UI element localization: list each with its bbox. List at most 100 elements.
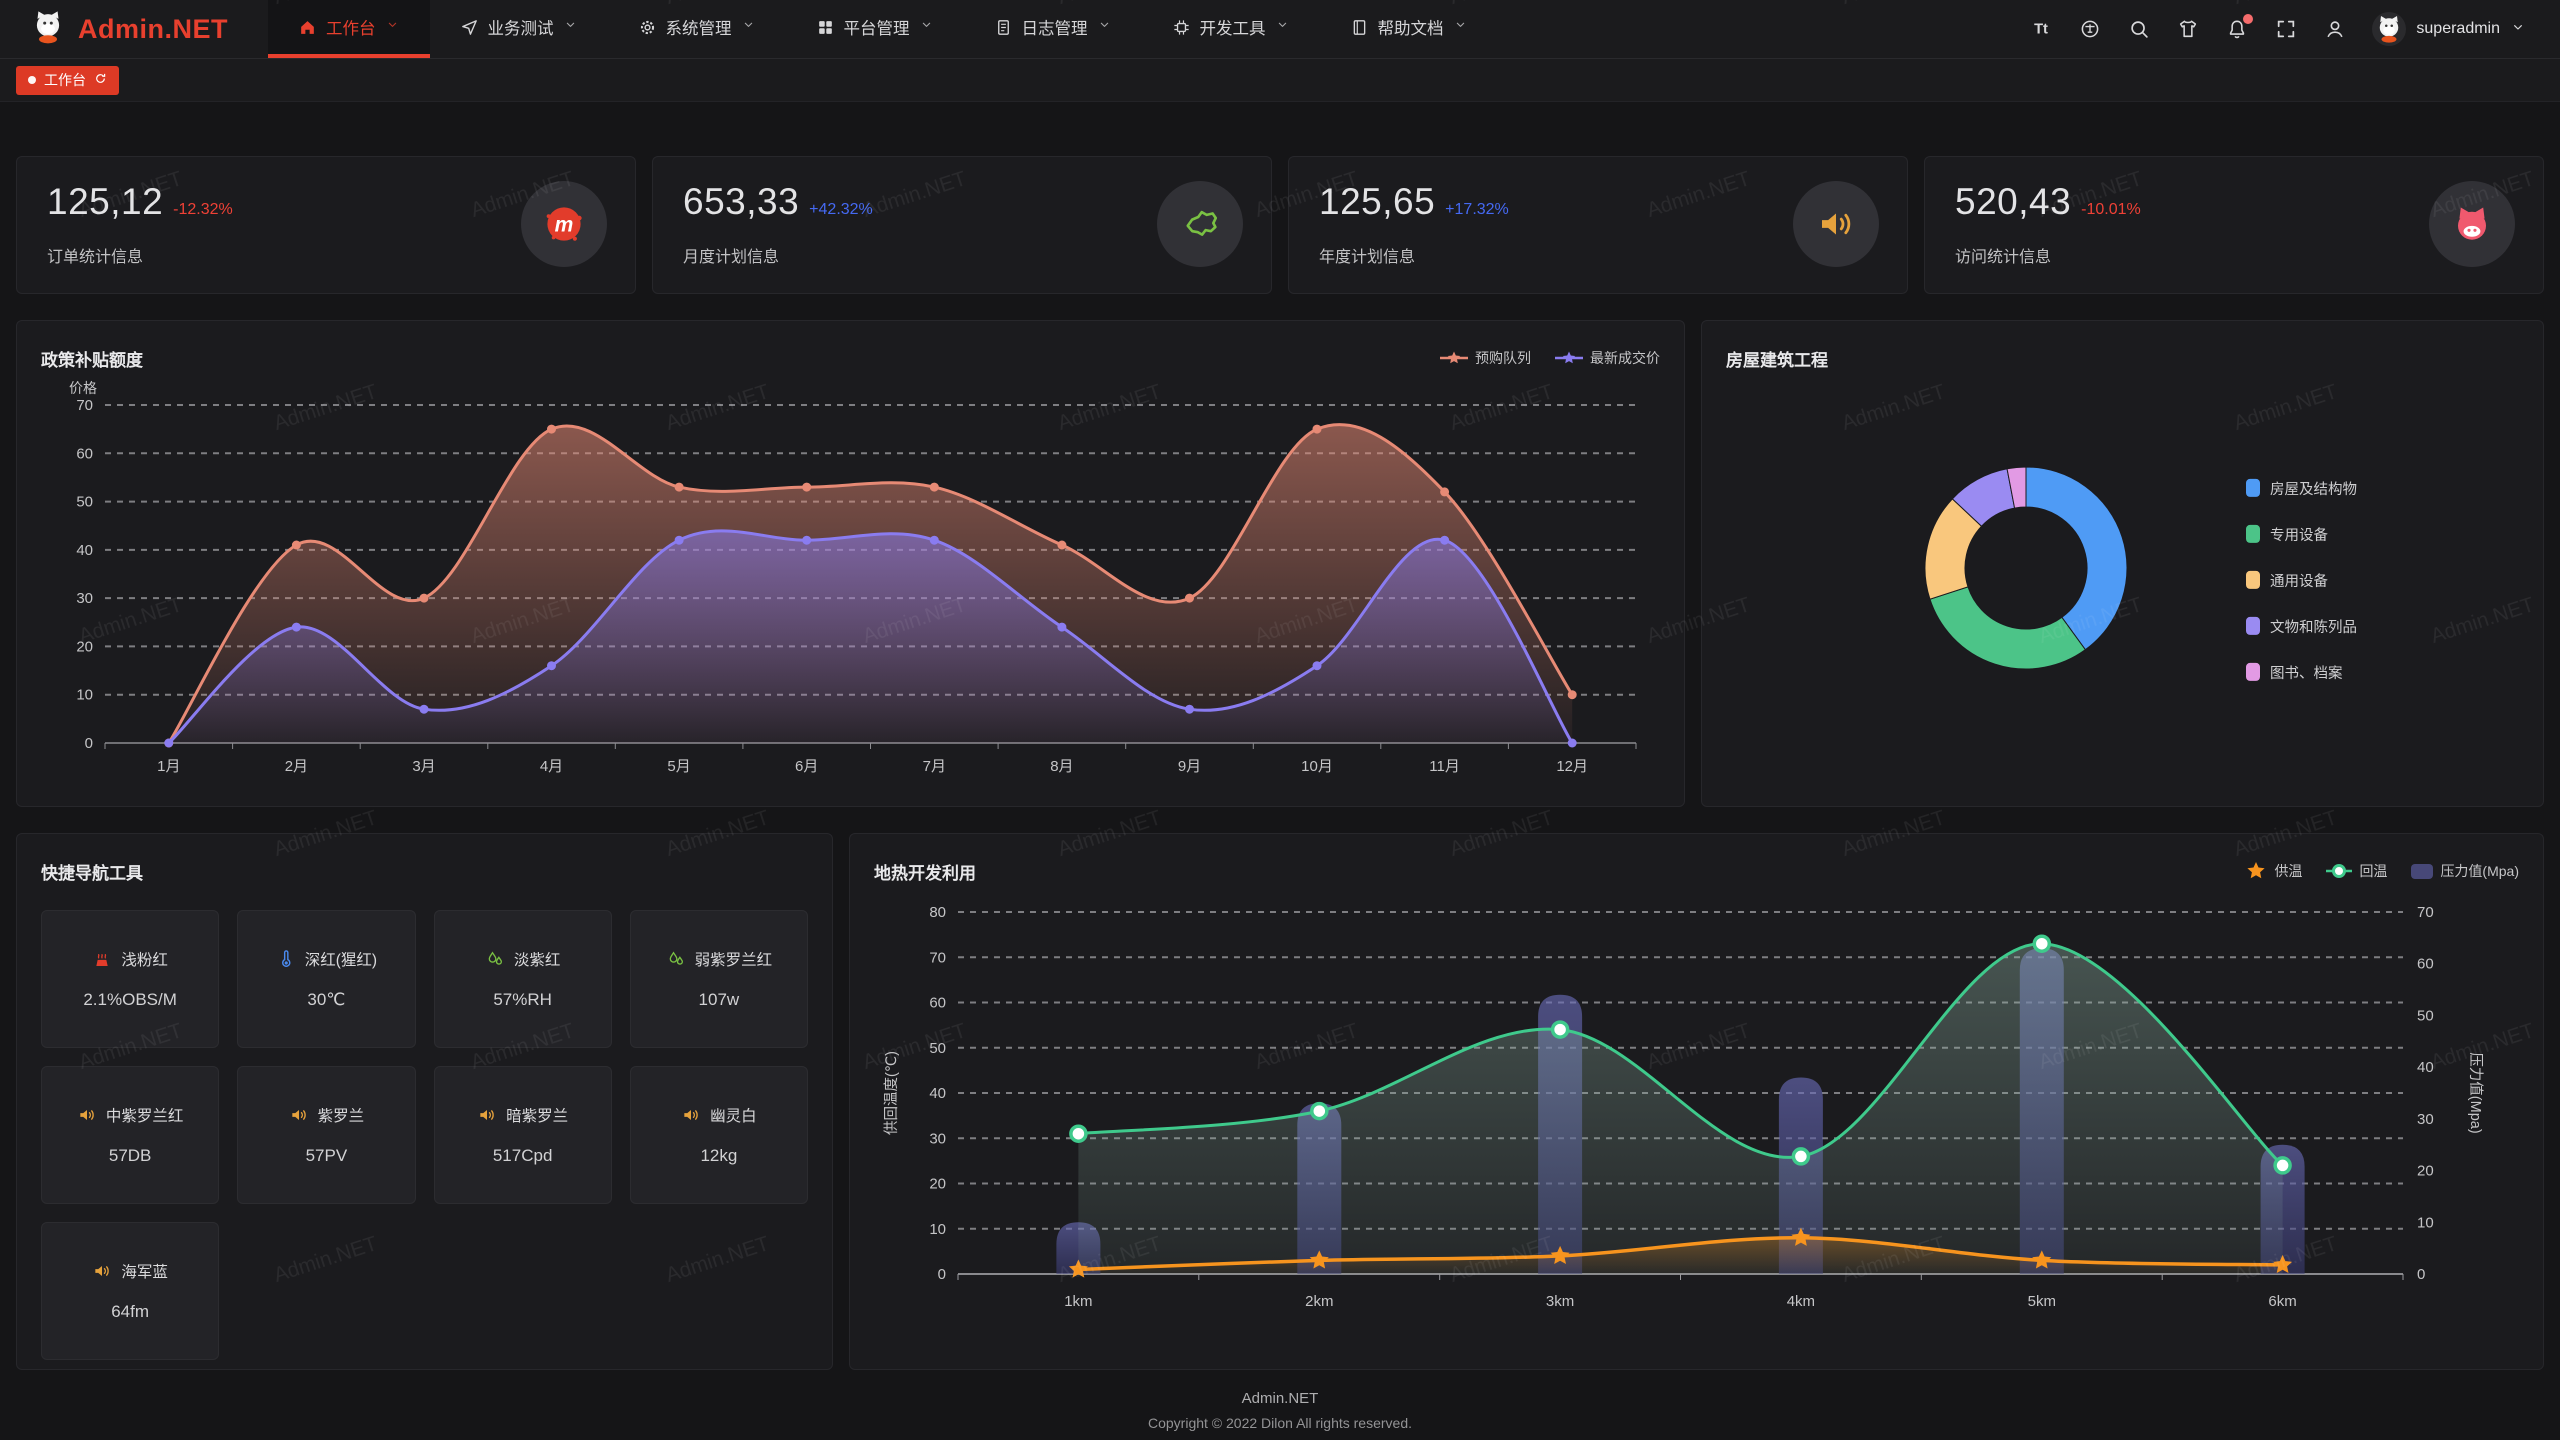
tab-active-dot (28, 76, 36, 84)
quick-nav-card-4[interactable]: 中紫罗兰红 57DB (41, 1066, 220, 1204)
nav-item-label: 工作台 (326, 20, 376, 38)
svg-text:30: 30 (929, 1130, 946, 1147)
svg-text:30: 30 (2417, 1111, 2434, 1128)
legend-label: 预购队列 (1475, 350, 1531, 366)
donut-legend-item-0[interactable]: 房屋及结构物 (2246, 477, 2357, 498)
font-size-icon: Tt (2034, 22, 2048, 38)
nav-item-1[interactable]: 业务测试 (430, 0, 608, 58)
quick-nav-grid: 浅粉红 2.1%OBS/M 深红(猩红) 30℃ 淡紫红 57%RH 弱紫罗兰红 107w 中紫… (41, 910, 808, 1360)
circle-marker-icon (2326, 864, 2353, 878)
bar-marker-icon (2411, 863, 2434, 879)
star-marker-icon (2247, 862, 2266, 879)
nav-item-0[interactable]: 工作台 (268, 0, 430, 58)
quick-nav-card-6[interactable]: 暗紫罗兰 517Cpd (433, 1066, 612, 1204)
quick-card-label: 深红(猩红) (304, 952, 378, 969)
profile-button[interactable] (2324, 18, 2346, 40)
stat-label: 访问统计信息 (1955, 249, 2052, 266)
quick-card-label: 中紫罗兰红 (105, 1108, 184, 1125)
quick-nav-card-7[interactable]: 幽灵白 12kg (629, 1066, 808, 1204)
quick-card-value: 2.1%OBS/M (83, 990, 177, 1009)
quick-card-value: 64fm (111, 1302, 150, 1321)
svg-text:压力值(Mpa): 压力值(Mpa) (2467, 1052, 2484, 1133)
quick-card-value: 12kg (700, 1146, 738, 1165)
font-size-button[interactable]: Tt (2030, 18, 2052, 40)
legend-item-huiwen[interactable]: 回温 (2326, 861, 2387, 881)
user-menu[interactable]: superadmin (2372, 0, 2560, 58)
quick-nav-card-0[interactable]: 浅粉红 2.1%OBS/M (41, 910, 220, 1048)
legend-label: 专用设备 (2270, 527, 2328, 544)
thermometer-icon (281, 950, 291, 967)
search-button[interactable] (2128, 18, 2150, 40)
quick-card-value: 57%RH (493, 990, 552, 1009)
profile-icon (2327, 21, 2344, 38)
quick-nav-card-1[interactable]: 深红(猩红) 30℃ (237, 910, 416, 1048)
chevron-down-icon (563, 17, 578, 37)
svg-text:50: 50 (2417, 1007, 2434, 1024)
stat-value: 653,33 (683, 181, 800, 222)
stat-value: 125,65 (1319, 181, 1436, 222)
donut-legend-item-2[interactable]: 通用设备 (2246, 569, 2357, 590)
donut-legend: 房屋及结构物专用设备通用设备文物和陈列品 图书、档案 (2246, 477, 2357, 682)
theme-button[interactable] (2177, 18, 2199, 40)
theme-icon (2180, 20, 2197, 38)
refresh-icon[interactable] (94, 72, 107, 88)
svg-text:20: 20 (929, 1176, 946, 1193)
home-icon (301, 20, 314, 34)
quick-nav-card-2[interactable]: 淡紫红 57%RH (433, 910, 612, 1048)
svg-text:6月: 6月 (795, 758, 818, 775)
svg-text:0: 0 (85, 735, 93, 752)
panel-title-quick-nav: 快捷导航工具 (41, 863, 143, 883)
svg-text:30: 30 (76, 590, 93, 607)
legend-item-yali[interactable]: 压力值(Mpa) (2411, 861, 2519, 881)
quick-nav-card-3[interactable]: 弱紫罗兰红 107w (629, 910, 808, 1048)
donut-legend-item-3[interactable]: 文物和陈列品 (2246, 615, 2357, 636)
legend-label: 最新成交价 (1590, 350, 1660, 366)
nav-item-3[interactable]: 平台管理 (786, 0, 964, 58)
legend-label: 通用设备 (2270, 573, 2328, 590)
panel-title-policy-subsidy: 政策补贴额度 (41, 350, 143, 370)
notifications-button[interactable] (2226, 14, 2254, 40)
quick-nav-card-5[interactable]: 紫罗兰 57PV (237, 1066, 416, 1204)
refresh-icon (96, 73, 106, 83)
legend-swatch (2246, 570, 2260, 589)
cat-icon (2458, 207, 2486, 240)
page-footer: Admin.NET Copyright © 2022 Dilon All rig… (16, 1386, 2544, 1435)
notification-badge (2243, 14, 2254, 24)
svg-text:60: 60 (929, 995, 946, 1012)
legend-label: 压力值(Mpa) (2440, 863, 2519, 879)
legend-label: 回温 (2359, 863, 2388, 879)
legend-swatch (2246, 524, 2260, 543)
legend-item-gongwen[interactable]: 供温 (2245, 861, 2302, 881)
legend-swatch (2246, 616, 2260, 635)
language-button[interactable] (2079, 18, 2101, 40)
octocat-logo-icon (36, 10, 60, 43)
donut-legend-item-1[interactable]: 专用设备 (2246, 523, 2357, 544)
quick-nav-card-8[interactable]: 海军蓝 64fm (41, 1222, 220, 1360)
svg-text:9月: 9月 (1178, 758, 1201, 775)
nav-item-4[interactable]: 日志管理 (964, 0, 1142, 58)
svg-text:8月: 8月 (1050, 758, 1073, 775)
tab-bar: 工作台 (0, 59, 2560, 102)
legend-item-0[interactable]: 预购队列 (1440, 348, 1531, 368)
speaker-icon (80, 1110, 94, 1120)
fullscreen-button[interactable] (2275, 18, 2297, 40)
nav-item-2[interactable]: 系统管理 (608, 0, 786, 58)
tab-workbench[interactable]: 工作台 (16, 65, 119, 95)
speaker-icon (684, 1110, 698, 1120)
quick-card-label: 淡紫红 (513, 952, 561, 969)
svg-text:4km: 4km (1787, 1293, 1815, 1310)
nav-item-5[interactable]: 开发工具 (1142, 0, 1320, 58)
legend-swatch (2246, 662, 2260, 681)
brand-logo[interactable]: Admin.NET (0, 0, 268, 58)
svg-text:1km: 1km (1064, 1293, 1092, 1310)
svg-text:10月: 10月 (1301, 758, 1333, 775)
nav-item-6[interactable]: 帮助文档 (1320, 0, 1498, 58)
panel-quick-nav: 快捷导航工具 浅粉红 2.1%OBS/M 深红(猩红) 30℃ 淡紫红 57%RH 弱紫罗兰… (16, 833, 833, 1370)
donut-legend-item-4[interactable]: 图书、档案 (2246, 661, 2357, 682)
china-map-icon (1186, 210, 1218, 236)
chevron-down-icon (385, 17, 400, 37)
stat-icon-circle (2429, 181, 2515, 267)
svg-text:4月: 4月 (540, 758, 563, 775)
quick-card-label: 弱紫罗兰红 (694, 952, 773, 969)
legend-item-1[interactable]: 最新成交价 (1555, 348, 1660, 368)
